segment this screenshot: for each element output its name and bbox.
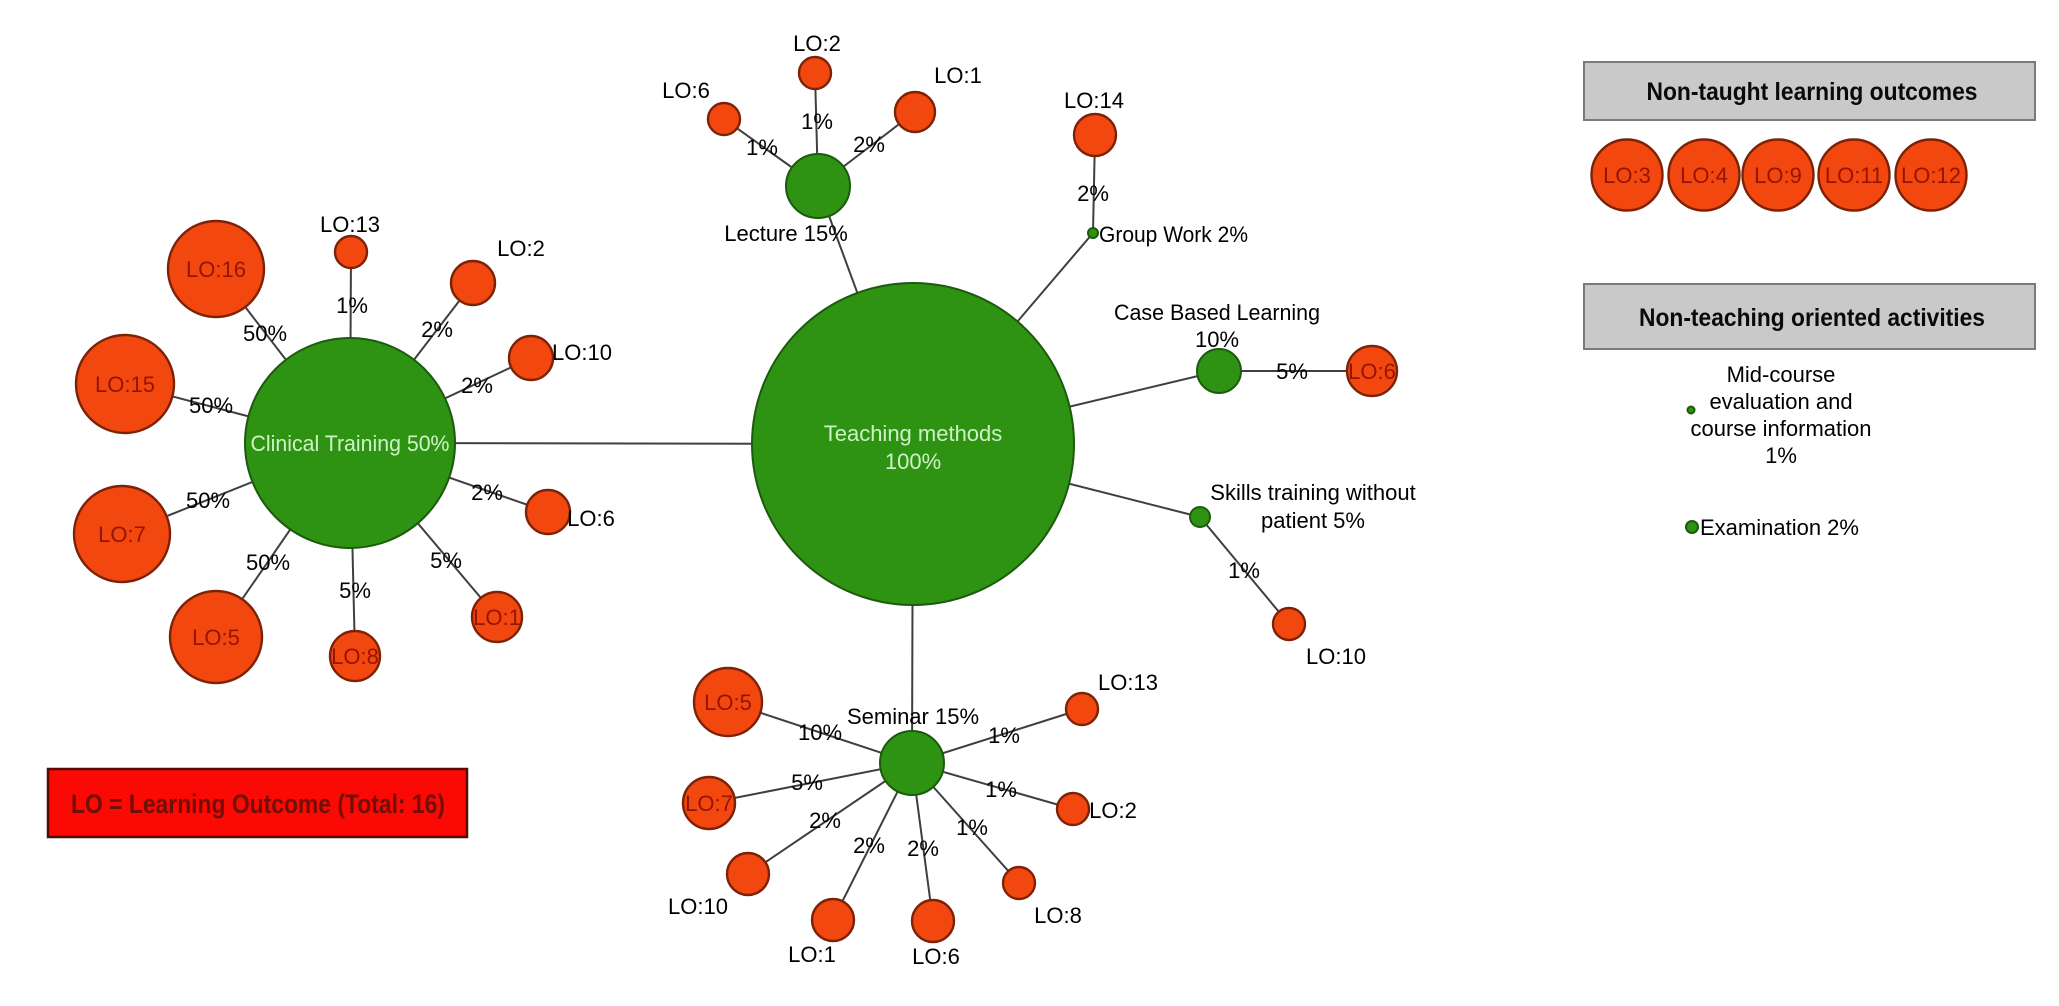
svg-text:50%: 50% (186, 488, 230, 513)
svg-text:LO:15: LO:15 (95, 372, 155, 397)
svg-text:LO:1: LO:1 (934, 63, 982, 88)
svg-text:Skills training without: Skills training without (1210, 480, 1415, 505)
svg-text:1%: 1% (336, 293, 368, 318)
svg-text:1%: 1% (956, 815, 988, 840)
svg-text:5%: 5% (339, 578, 371, 603)
svg-text:2%: 2% (421, 317, 453, 342)
svg-text:1%: 1% (801, 109, 833, 134)
svg-text:2%: 2% (853, 132, 885, 157)
svg-text:2%: 2% (809, 808, 841, 833)
svg-text:LO:6: LO:6 (567, 506, 615, 531)
svg-text:LO:8: LO:8 (1034, 903, 1082, 928)
svg-text:10%: 10% (798, 720, 842, 745)
svg-text:10%: 10% (1195, 327, 1239, 352)
svg-text:LO:3: LO:3 (1603, 163, 1651, 188)
svg-text:5%: 5% (430, 548, 462, 573)
svg-text:LO:11: LO:11 (1825, 163, 1883, 188)
svg-text:2%: 2% (1077, 181, 1109, 206)
svg-text:Seminar 15%: Seminar 15% (847, 704, 979, 729)
svg-text:50%: 50% (246, 550, 290, 575)
svg-text:LO:7: LO:7 (98, 522, 146, 547)
svg-text:evaluation and: evaluation and (1709, 389, 1852, 414)
svg-text:Case Based Learning: Case Based Learning (1114, 300, 1320, 325)
svg-text:LO:10: LO:10 (1306, 644, 1366, 669)
svg-text:50%: 50% (243, 321, 287, 346)
svg-text:LO:13: LO:13 (320, 212, 380, 237)
svg-text:LO:5: LO:5 (704, 690, 752, 715)
svg-text:LO:5: LO:5 (192, 625, 240, 650)
svg-text:LO:10: LO:10 (552, 340, 612, 365)
svg-text:LO:4: LO:4 (1680, 163, 1728, 188)
svg-text:course information: course information (1691, 416, 1872, 441)
svg-text:Group Work 2%: Group Work 2% (1099, 222, 1248, 247)
svg-text:5%: 5% (1276, 359, 1308, 384)
svg-text:LO:2: LO:2 (497, 236, 545, 261)
svg-text:Non-taught learning outcomes: Non-taught learning outcomes (1647, 78, 1978, 106)
svg-text:LO:6: LO:6 (912, 944, 960, 969)
svg-text:1%: 1% (988, 723, 1020, 748)
svg-text:Teaching methods: Teaching methods (824, 421, 1003, 446)
svg-text:Lecture 15%: Lecture 15% (724, 221, 848, 246)
svg-text:LO:13: LO:13 (1098, 670, 1158, 695)
svg-text:1%: 1% (746, 135, 778, 160)
svg-text:100%: 100% (885, 449, 941, 474)
svg-text:LO:12: LO:12 (1901, 163, 1961, 188)
svg-text:2%: 2% (461, 373, 493, 398)
svg-text:Clinical Training 50%: Clinical Training 50% (251, 431, 450, 456)
svg-text:LO:14: LO:14 (1064, 88, 1124, 113)
svg-text:Mid-course: Mid-course (1727, 362, 1836, 387)
svg-text:LO:10: LO:10 (668, 894, 728, 919)
svg-text:1%: 1% (1228, 558, 1260, 583)
svg-text:5%: 5% (791, 770, 823, 795)
svg-text:LO:2: LO:2 (1089, 798, 1137, 823)
svg-text:LO:6: LO:6 (1348, 359, 1396, 384)
svg-text:patient 5%: patient 5% (1261, 508, 1365, 533)
svg-text:50%: 50% (189, 393, 233, 418)
svg-text:1%: 1% (1765, 443, 1797, 468)
svg-text:LO:2: LO:2 (793, 31, 841, 56)
svg-text:LO = Learning Outcome (Total:: LO = Learning Outcome (Total: 16) (71, 789, 445, 819)
svg-text:LO:1: LO:1 (788, 942, 836, 967)
svg-text:Examination 2%: Examination 2% (1700, 515, 1859, 540)
svg-text:LO:9: LO:9 (1754, 163, 1802, 188)
svg-text:LO:16: LO:16 (186, 257, 246, 282)
svg-text:LO:8: LO:8 (331, 644, 379, 669)
svg-text:LO:1: LO:1 (473, 605, 521, 630)
svg-text:2%: 2% (471, 480, 503, 505)
svg-text:2%: 2% (907, 836, 939, 861)
svg-text:LO:6: LO:6 (662, 78, 710, 103)
svg-text:Non-teaching oriented activiti: Non-teaching oriented activities (1639, 304, 1985, 332)
svg-text:2%: 2% (853, 833, 885, 858)
svg-text:1%: 1% (985, 777, 1017, 802)
svg-text:LO:7: LO:7 (685, 791, 733, 816)
